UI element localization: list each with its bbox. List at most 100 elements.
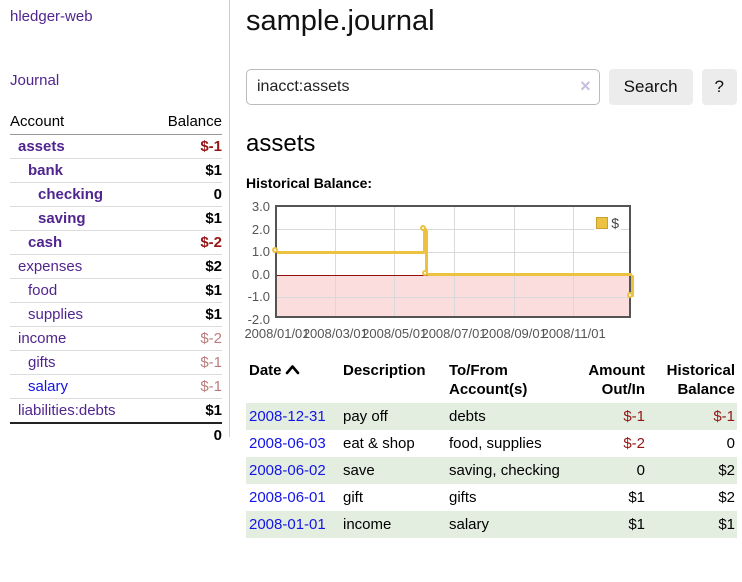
transaction-date-link[interactable]: 2008-06-02	[249, 462, 326, 479]
data-point-marker[interactable]	[421, 269, 428, 276]
account-heading: assets	[246, 130, 316, 157]
transaction-date-link[interactable]: 2008-12-31	[249, 408, 326, 425]
data-point-marker[interactable]	[272, 247, 278, 254]
account-row: salary $-1	[10, 374, 222, 399]
search-button[interactable]: Search	[608, 69, 693, 105]
transaction-accounts: debts	[449, 403, 567, 430]
clear-search-icon[interactable]: ×	[580, 76, 591, 96]
series-segment	[423, 229, 427, 253]
register-col-balance: Historical Balance	[666, 362, 735, 398]
account-link[interactable]: salary	[28, 378, 69, 395]
account-link[interactable]: cash	[28, 234, 63, 251]
account-balance: $-1	[150, 374, 222, 399]
search-input-wrap: ×	[246, 69, 600, 105]
account-row: assets $-1	[10, 135, 222, 159]
account-balance: $-1	[200, 138, 222, 155]
sidebar-item-journal[interactable]: Journal	[10, 72, 60, 89]
transaction-date-link[interactable]: 2008-06-01	[249, 489, 326, 506]
accounts-col-balance: Balance	[150, 110, 222, 135]
transaction-balance: $-1	[647, 403, 737, 430]
search-input[interactable]	[246, 69, 600, 105]
series-segment	[277, 250, 425, 254]
transaction-description: pay off	[343, 403, 449, 430]
register-row: 2008-06-02 save saving, checking 0 $2	[246, 457, 737, 484]
account-row: income $-2	[10, 326, 222, 351]
account-balance: $1	[150, 398, 222, 423]
account-balance: $2	[150, 254, 222, 279]
x-gridline	[513, 207, 515, 316]
account-link[interactable]: food	[28, 282, 58, 299]
x-gridline	[394, 207, 396, 316]
account-row: liabilities:debts $1	[10, 398, 222, 423]
transaction-accounts: salary	[449, 511, 567, 538]
account-link[interactable]: supplies	[28, 306, 84, 323]
account-row: saving $1	[10, 206, 222, 231]
accounts-total-spacer	[10, 422, 151, 447]
register-row: 2008-01-01 income salary $1 $1	[246, 511, 737, 538]
transaction-amount: 0	[567, 457, 647, 484]
account-link[interactable]: expenses	[18, 258, 83, 275]
y-axis-tick-label: 3.0	[251, 199, 270, 214]
y-axis-tick-label: 0.0	[251, 266, 270, 282]
help-button[interactable]: ?	[701, 69, 737, 105]
account-link[interactable]: income	[18, 330, 67, 347]
register-col-description: Description	[343, 362, 426, 379]
account-link[interactable]: assets	[18, 138, 65, 155]
transaction-accounts: food, supplies	[449, 435, 542, 452]
x-axis-tick-label: 2008/03/01	[302, 326, 368, 341]
y-gridline	[277, 251, 629, 253]
data-point-marker[interactable]	[627, 292, 634, 299]
x-gridline	[573, 207, 575, 316]
account-balance: $1	[150, 302, 222, 327]
account-row: food $1	[10, 278, 222, 303]
transaction-accounts: gifts	[449, 489, 477, 506]
chart-title: Historical Balance:	[246, 175, 373, 191]
accounts-total-row: 0	[10, 422, 222, 447]
accounts-header-row: Account Balance	[10, 110, 222, 135]
transaction-date-link[interactable]: 2008-06-03	[249, 435, 326, 452]
transaction-amount: $-1	[567, 403, 647, 430]
transaction-date-link[interactable]: 2008-01-01	[249, 516, 326, 533]
register-row: 2008-06-03 eat & shop food, supplies $-2 0	[246, 430, 737, 457]
chart-plot-area[interactable]: $	[272, 205, 634, 318]
account-row: checking 0	[10, 182, 222, 207]
legend-swatch	[596, 217, 609, 229]
account-row: cash $-2	[10, 230, 222, 255]
account-row: expenses $2	[10, 254, 222, 279]
page-title: sample.journal	[246, 5, 435, 37]
account-balance: $1	[150, 206, 222, 231]
transaction-amount: $-2	[623, 435, 645, 452]
register-col-date[interactable]: Date	[246, 359, 343, 403]
y-gridline	[277, 296, 629, 298]
brand-link[interactable]: hledger-web	[10, 8, 93, 25]
transaction-description: gift	[343, 489, 364, 506]
account-link[interactable]: saving	[38, 210, 86, 227]
search-form: × Search ?	[246, 69, 737, 105]
transaction-balance: $2	[647, 457, 737, 484]
register-row: 2008-12-31 pay off debts $-1 $-1	[246, 403, 737, 430]
register-header-row: Date Description To/From Account(s) Amou…	[246, 359, 737, 403]
transaction-description: save	[343, 457, 449, 484]
data-point-marker[interactable]	[419, 224, 426, 231]
account-link[interactable]: liabilities:debts	[18, 402, 116, 419]
account-link[interactable]: bank	[28, 162, 64, 179]
y-axis-tick-label: -1.0	[247, 289, 270, 305]
account-row: supplies $1	[10, 302, 222, 327]
account-link[interactable]: checking	[38, 186, 104, 203]
legend-label: $	[611, 215, 619, 231]
series-segment	[425, 229, 429, 275]
account-row: bank $1	[10, 158, 222, 183]
y-axis-tick-label: 2.0	[251, 221, 270, 237]
x-axis-tick-label: 2008/09/01	[481, 326, 547, 341]
accounts-table: Account Balance assets $-1 bank $1 checking 0…	[10, 110, 222, 447]
series-segment	[630, 274, 634, 298]
main-content: sample.journal × Search ? assets Histori…	[244, 0, 737, 538]
y-axis-tick-label: -2.0	[247, 312, 270, 327]
chart-legend: $	[594, 214, 621, 232]
x-axis-tick-label: 2008/05/01	[362, 326, 428, 341]
transaction-accounts: saving, checking	[449, 457, 567, 484]
y-gridline	[277, 229, 629, 231]
account-link[interactable]: gifts	[28, 354, 56, 371]
transaction-amount: $1	[628, 489, 645, 506]
y-axis-tick-label: 1.0	[251, 244, 270, 260]
